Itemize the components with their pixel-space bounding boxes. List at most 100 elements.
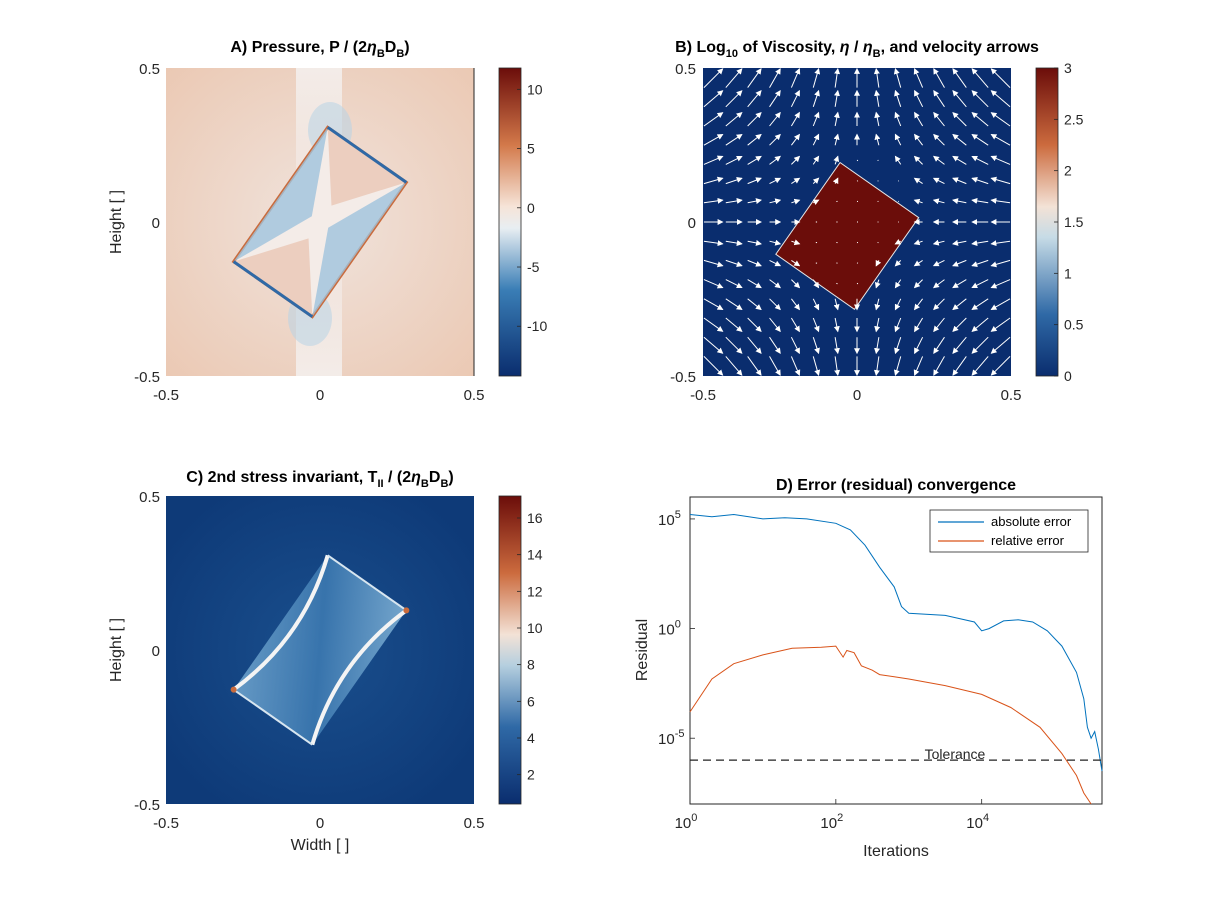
legend-box	[929, 509, 1089, 553]
velocity-arrow	[971, 90, 989, 108]
colorbar-tick-label: 10	[527, 81, 543, 97]
velocity-arrow	[990, 336, 1011, 354]
velocity-arrow	[913, 298, 923, 311]
velocity-arrow	[703, 112, 724, 127]
velocity-arrow	[769, 68, 781, 88]
velocity-arrow	[834, 67, 841, 88]
velocity-arrow	[725, 68, 743, 88]
velocity-arrow	[914, 336, 924, 355]
velocity-arrow	[990, 155, 1011, 165]
velocity-arrow	[747, 177, 762, 185]
a-ytick: 0	[152, 215, 160, 232]
velocity-arrow	[971, 197, 989, 204]
velocity-arrow	[952, 317, 967, 333]
c-ytick: 0	[152, 643, 160, 660]
velocity-arrow	[990, 240, 1011, 247]
colorbar-tick-label: 16	[527, 510, 543, 526]
velocity-arrow	[894, 260, 902, 267]
velocity-arrow	[914, 89, 924, 108]
velocity-arrow	[747, 336, 762, 354]
velocity-arrow	[894, 133, 902, 146]
velocity-arrow	[873, 67, 880, 88]
velocity-arrow	[894, 89, 902, 107]
stress-inclusion	[233, 555, 407, 745]
velocity-arrow	[725, 279, 743, 289]
velocity-arrow	[971, 177, 989, 185]
c-colorbar-ticks: 16 14 12 10 8 6 4 2	[517, 510, 543, 783]
velocity-arrow	[703, 356, 724, 376]
panel-d-title: D) Error (residual) convergence	[776, 477, 1016, 494]
d-ticks: 100 102 104 105 100 10-5	[658, 509, 989, 832]
velocity-arrow	[747, 68, 762, 88]
velocity-arrow	[833, 133, 840, 146]
velocity-arrow	[932, 279, 945, 289]
velocity-arrow	[703, 279, 724, 289]
velocity-arrow	[913, 259, 923, 267]
velocity-arrow	[791, 198, 801, 205]
velocity-arrow	[952, 259, 967, 267]
velocity-arrow	[725, 112, 743, 127]
tolerance-label: Tolerance	[925, 746, 986, 762]
velocity-arrow	[812, 177, 820, 184]
a-ylabel: Height [ ]	[108, 190, 125, 254]
velocity-arrow	[913, 68, 924, 88]
velocity-arrow	[725, 240, 743, 247]
velocity-arrow	[971, 155, 989, 165]
velocity-arrow	[971, 68, 989, 88]
velocity-arrow	[703, 259, 724, 268]
colorbar-tick-label: 1	[1064, 265, 1072, 281]
velocity-arrow	[952, 239, 967, 246]
velocity-arrow	[725, 155, 743, 165]
velocity-arrow	[812, 356, 821, 377]
velocity-arrow	[791, 177, 801, 185]
velocity-arrow	[769, 279, 782, 289]
velocity-arrow	[933, 111, 945, 127]
velocity-arrow	[971, 336, 989, 354]
velocity-arrow	[769, 317, 781, 333]
velocity-arrow	[952, 177, 967, 185]
velocity-arrow	[703, 68, 724, 88]
colorbar-tick-label: 8	[527, 657, 535, 673]
inclusion-edge-left	[232, 260, 314, 318]
velocity-arrow	[990, 197, 1011, 204]
velocity-arrow	[812, 199, 820, 206]
velocity-arrow	[990, 356, 1011, 376]
velocity-arrow	[971, 259, 989, 267]
velocity-arrow	[812, 279, 820, 289]
velocity-arrow	[725, 336, 743, 354]
velocity-arrow	[833, 155, 840, 165]
colorbar-tick-label: 3	[1064, 60, 1072, 76]
colorbar-tick-label: -5	[527, 259, 540, 275]
velocity-arrow	[952, 336, 967, 354]
colorbar-tick-label: 2	[527, 767, 535, 783]
a-ytick: 0.5	[139, 61, 160, 78]
velocity-arrow	[914, 317, 924, 333]
d-ylabel: Residual	[634, 619, 651, 681]
velocity-arrow	[812, 317, 820, 333]
velocity-arrow	[874, 133, 881, 146]
velocity-arrow	[769, 259, 782, 267]
velocity-arrow	[769, 133, 781, 146]
velocity-arrow	[874, 337, 880, 355]
velocity-arrow	[913, 177, 923, 185]
velocity-arrow	[971, 356, 989, 376]
colorbar-tick-label: 10	[527, 620, 543, 636]
d-ytick: 10-5	[658, 728, 684, 748]
velocity-arrow	[812, 298, 820, 311]
velocity-arrow	[703, 197, 724, 204]
panel-b-viscosity: B) Log10 of Viscosity, η / ηB, and veloc…	[670, 39, 1084, 404]
velocity-arrow	[812, 337, 820, 355]
velocity-arrow	[971, 279, 989, 289]
d-xtick: 100	[675, 812, 698, 832]
velocity-arrow	[747, 298, 762, 311]
velocity-arrow	[769, 356, 781, 376]
velocity-arrow	[790, 89, 800, 108]
colorbar-tick-label: 2	[1064, 163, 1072, 179]
velocity-arrow	[791, 155, 801, 165]
velocity-arrow	[833, 317, 840, 333]
velocity-arrow	[873, 356, 880, 377]
d-xtick: 102	[820, 812, 843, 832]
velocity-arrow	[791, 239, 801, 246]
velocity-arrow	[769, 155, 782, 165]
velocity-arrow	[790, 317, 800, 333]
